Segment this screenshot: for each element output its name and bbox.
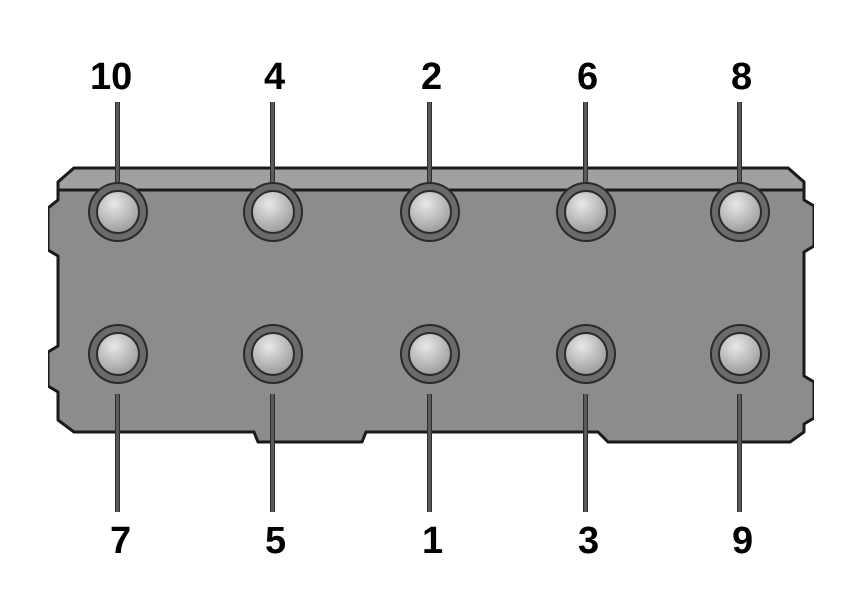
bolt-hole-icon [718, 332, 762, 376]
bolt-label: 7 [110, 520, 131, 563]
leader-line [584, 394, 587, 512]
bolt-label: 9 [732, 520, 753, 563]
leader-line [738, 394, 741, 512]
bolt-label: 8 [731, 56, 752, 99]
bolt-label: 5 [265, 520, 286, 563]
bolt-hole-icon [96, 190, 140, 234]
bolt-label: 2 [421, 56, 442, 99]
diagram-container: 10 4 2 6 8 7 5 1 3 9 [0, 0, 855, 611]
bolt-hole-icon [718, 190, 762, 234]
bolt-hole-icon [251, 190, 295, 234]
bolt-label: 1 [422, 520, 443, 563]
bolt-hole-icon [251, 332, 295, 376]
bolt-hole-icon [564, 190, 608, 234]
bolt-hole-icon [408, 190, 452, 234]
bolt-hole-icon [96, 332, 140, 376]
bolt-hole-icon [564, 332, 608, 376]
bolt-label: 6 [577, 56, 598, 99]
bolt-label: 3 [578, 520, 599, 563]
leader-line [271, 394, 274, 512]
bolt-label: 4 [264, 56, 285, 99]
leader-line [428, 394, 431, 512]
leader-line [116, 394, 119, 512]
bolt-hole-icon [408, 332, 452, 376]
bolt-label: 10 [90, 56, 132, 99]
